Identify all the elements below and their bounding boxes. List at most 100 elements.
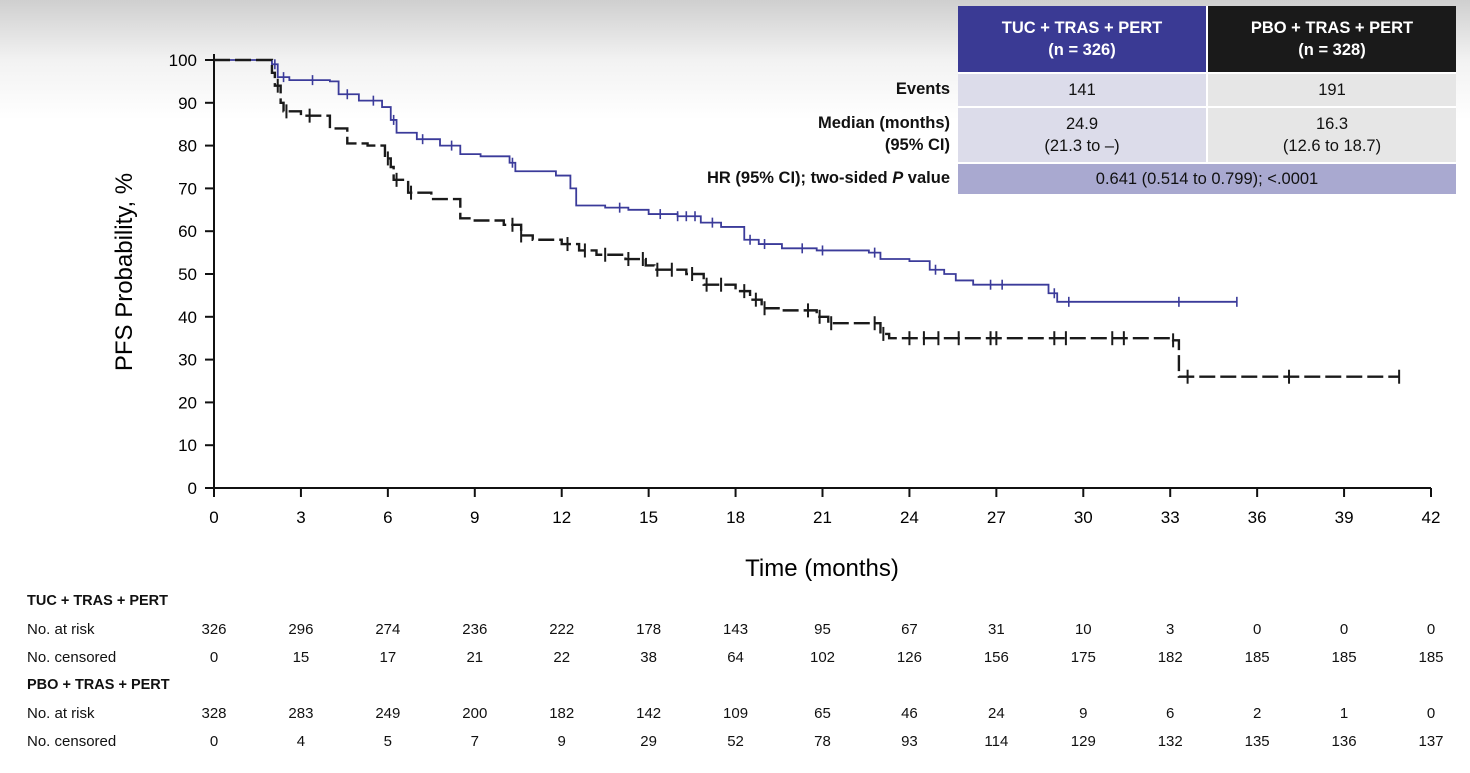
risk-censored-value: 15 bbox=[292, 649, 310, 666]
risk-at-risk-value: 236 bbox=[462, 621, 488, 638]
y-axis-label: PFS Probability, % bbox=[111, 173, 138, 371]
risk-censored-value: 38 bbox=[640, 649, 657, 666]
x-tick-label: 24 bbox=[900, 508, 919, 527]
y-tick-label: 30 bbox=[178, 351, 197, 370]
risk-censored-value: 137 bbox=[1418, 733, 1444, 750]
x-tick-label: 30 bbox=[1074, 508, 1093, 527]
y-tick-label: 20 bbox=[178, 393, 197, 412]
risk-at-risk-value: 0 bbox=[1252, 621, 1262, 638]
y-tick-label: 90 bbox=[178, 94, 197, 113]
risk-censored-value: 102 bbox=[809, 649, 836, 666]
risk-at-risk-value: 182 bbox=[549, 705, 575, 722]
risk-censored-value: 136 bbox=[1331, 733, 1357, 750]
x-tick-label: 15 bbox=[639, 508, 658, 527]
risk-censored-value: 156 bbox=[983, 649, 1009, 666]
events-label: Events bbox=[895, 79, 950, 98]
risk-at-risk-label: No. at risk bbox=[27, 705, 95, 722]
risk-at-risk-value: 67 bbox=[901, 621, 918, 638]
series-line-pbo bbox=[214, 58, 1400, 378]
y-tick-label: 10 bbox=[178, 436, 197, 455]
series-line-tuc bbox=[214, 59, 1237, 303]
risk-at-risk-value: 109 bbox=[723, 705, 749, 722]
risk-censored-value: 185 bbox=[1244, 649, 1270, 666]
risk-censored-label: No. censored bbox=[27, 733, 117, 750]
y-tick-label: 50 bbox=[178, 265, 197, 284]
x-tick-label: 39 bbox=[1335, 508, 1354, 527]
risk-censored-value: 9 bbox=[557, 733, 566, 750]
x-tick-label: 0 bbox=[209, 508, 218, 527]
risk-at-risk-value: 143 bbox=[723, 621, 749, 638]
risk-censored-value: 135 bbox=[1244, 733, 1270, 750]
stats-header-tuc: TUC + TRAS + PERT (n = 326) bbox=[958, 6, 1208, 72]
risk-at-risk-value: 3 bbox=[1166, 621, 1175, 638]
risk-censored-value: 4 bbox=[296, 733, 306, 750]
risk-at-risk-value: 178 bbox=[636, 621, 662, 638]
x-tick-label: 36 bbox=[1248, 508, 1267, 527]
risk-censored-value: 185 bbox=[1418, 649, 1444, 666]
risk-at-risk-value: 200 bbox=[462, 705, 488, 722]
risk-censored-value: 64 bbox=[727, 649, 744, 666]
risk-at-risk-value: 95 bbox=[814, 621, 831, 638]
risk-censored-value: 29 bbox=[640, 733, 657, 750]
risk-at-risk-value: 31 bbox=[988, 621, 1005, 638]
x-tick-label: 18 bbox=[726, 508, 745, 527]
events-pbo: 191 bbox=[1208, 72, 1456, 106]
risk-at-risk-value: 9 bbox=[1079, 705, 1088, 722]
risk-censored-value: 185 bbox=[1331, 649, 1357, 666]
y-tick-label: 80 bbox=[178, 137, 197, 156]
risk-at-risk-value: 24 bbox=[988, 705, 1005, 722]
risk-censored-value: 22 bbox=[553, 649, 571, 666]
risk-at-risk-label: No. at risk bbox=[27, 621, 95, 638]
risk-group-label: PBO + TRAS + PERT bbox=[27, 677, 170, 693]
risk-censored-value: 7 bbox=[470, 733, 479, 750]
risk-group-label: TUC + TRAS + PERT bbox=[27, 593, 168, 609]
hr-label: HR (95% CI); two-sided P value bbox=[707, 168, 950, 187]
y-tick-label: 40 bbox=[178, 308, 197, 327]
x-tick-label: 27 bbox=[987, 508, 1006, 527]
risk-censored-value: 132 bbox=[1157, 733, 1183, 750]
risk-at-risk-value: 296 bbox=[288, 621, 314, 638]
x-tick-label: 12 bbox=[552, 508, 571, 527]
risk-censored-value: 5 bbox=[383, 733, 393, 750]
risk-at-risk-value: 283 bbox=[288, 705, 314, 722]
risk-at-risk-value: 2 bbox=[1252, 705, 1262, 722]
risk-censored-value: 0 bbox=[209, 649, 219, 666]
risk-censored-label: No. censored bbox=[27, 649, 117, 666]
risk-at-risk-value: 0 bbox=[1426, 621, 1436, 638]
risk-censored-value: 17 bbox=[379, 649, 397, 666]
risk-at-risk-value: 326 bbox=[201, 621, 227, 638]
x-tick-label: 6 bbox=[383, 508, 392, 527]
y-tick-label: 60 bbox=[178, 222, 197, 241]
median-tuc: 24.9 (21.3 to –) bbox=[958, 106, 1208, 162]
events-tuc: 141 bbox=[958, 72, 1208, 106]
risk-censored-value: 182 bbox=[1157, 649, 1183, 666]
risk-censored-value: 175 bbox=[1070, 649, 1096, 666]
stats-table: TUC + TRAS + PERT (n = 326) PBO + TRAS +… bbox=[690, 6, 1456, 194]
y-tick-label: 70 bbox=[178, 179, 197, 198]
risk-censored-value: 52 bbox=[727, 733, 744, 750]
median-label: Median (months) (95% CI) bbox=[818, 113, 950, 154]
x-tick-label: 42 bbox=[1422, 508, 1441, 527]
x-axis-label: Time (months) bbox=[745, 555, 899, 582]
risk-censored-value: 0 bbox=[209, 733, 219, 750]
risk-censored-value: 21 bbox=[466, 649, 484, 666]
median-pbo: 16.3 (12.6 to 18.7) bbox=[1208, 106, 1456, 162]
risk-at-risk-value: 65 bbox=[814, 705, 831, 722]
risk-at-risk-value: 222 bbox=[549, 621, 575, 638]
x-tick-label: 21 bbox=[813, 508, 832, 527]
survival-curves bbox=[214, 58, 1401, 384]
axes: 0 3 6 9 12 15 18 21 24 27 30 33 36 39 4201020304050607… bbox=[169, 51, 1441, 527]
x-tick-label: 3 bbox=[296, 508, 305, 527]
y-tick-label: 0 bbox=[188, 479, 197, 498]
risk-censored-value: 129 bbox=[1070, 733, 1096, 750]
risk-censored-value: 114 bbox=[984, 733, 1009, 750]
risk-censored-value: 126 bbox=[896, 649, 922, 666]
stats-header-pbo: PBO + TRAS + PERT (n = 328) bbox=[1208, 6, 1456, 72]
risk-at-risk-value: 249 bbox=[375, 705, 401, 722]
x-tick-label: 9 bbox=[470, 508, 479, 527]
risk-at-risk-value: 6 bbox=[1166, 705, 1175, 722]
y-tick-label: 100 bbox=[169, 51, 197, 70]
risk-censored-value: 93 bbox=[901, 733, 918, 750]
risk-at-risk-value: 142 bbox=[636, 705, 662, 722]
